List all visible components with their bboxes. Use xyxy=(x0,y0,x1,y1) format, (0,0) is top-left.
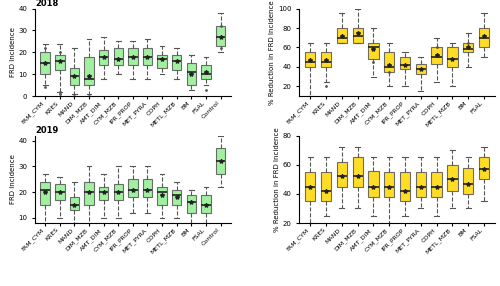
PathPatch shape xyxy=(416,64,426,74)
PathPatch shape xyxy=(142,179,152,197)
PathPatch shape xyxy=(336,162,347,186)
PathPatch shape xyxy=(352,157,363,186)
PathPatch shape xyxy=(368,170,378,197)
PathPatch shape xyxy=(321,172,331,201)
PathPatch shape xyxy=(463,168,473,194)
PathPatch shape xyxy=(400,172,410,201)
PathPatch shape xyxy=(432,172,442,197)
PathPatch shape xyxy=(172,55,182,70)
PathPatch shape xyxy=(99,187,108,200)
PathPatch shape xyxy=(384,52,394,72)
PathPatch shape xyxy=(216,26,226,46)
PathPatch shape xyxy=(172,190,182,205)
PathPatch shape xyxy=(70,197,79,210)
PathPatch shape xyxy=(128,179,138,197)
Text: 2018: 2018 xyxy=(35,0,58,8)
PathPatch shape xyxy=(305,172,316,201)
Y-axis label: % Reduction in FRD Incidence: % Reduction in FRD Incidence xyxy=(274,127,280,232)
PathPatch shape xyxy=(216,148,226,174)
PathPatch shape xyxy=(447,47,458,67)
PathPatch shape xyxy=(447,165,458,191)
PathPatch shape xyxy=(400,57,410,69)
Y-axis label: % Reduction in FRD Incidence: % Reduction in FRD Incidence xyxy=(270,0,276,105)
PathPatch shape xyxy=(158,187,167,205)
PathPatch shape xyxy=(321,52,331,67)
PathPatch shape xyxy=(114,48,123,65)
PathPatch shape xyxy=(416,172,426,197)
PathPatch shape xyxy=(201,195,210,213)
PathPatch shape xyxy=(352,28,363,43)
PathPatch shape xyxy=(201,65,210,79)
PathPatch shape xyxy=(463,43,473,52)
PathPatch shape xyxy=(114,184,123,200)
PathPatch shape xyxy=(70,68,79,85)
Y-axis label: FRD Incidence: FRD Incidence xyxy=(10,27,16,77)
PathPatch shape xyxy=(305,52,316,67)
PathPatch shape xyxy=(128,48,138,65)
PathPatch shape xyxy=(40,52,50,74)
PathPatch shape xyxy=(432,47,442,64)
PathPatch shape xyxy=(384,172,394,197)
PathPatch shape xyxy=(368,43,378,59)
PathPatch shape xyxy=(84,57,94,85)
Text: 2019: 2019 xyxy=(35,126,58,135)
Y-axis label: FRD Incidence: FRD Incidence xyxy=(10,154,16,204)
PathPatch shape xyxy=(186,195,196,213)
PathPatch shape xyxy=(55,184,64,200)
PathPatch shape xyxy=(336,28,347,43)
PathPatch shape xyxy=(84,182,94,205)
PathPatch shape xyxy=(55,55,64,70)
PathPatch shape xyxy=(479,28,489,47)
PathPatch shape xyxy=(186,63,196,85)
PathPatch shape xyxy=(99,50,108,65)
PathPatch shape xyxy=(40,182,50,205)
PathPatch shape xyxy=(158,55,167,68)
PathPatch shape xyxy=(142,48,152,65)
PathPatch shape xyxy=(479,157,489,179)
